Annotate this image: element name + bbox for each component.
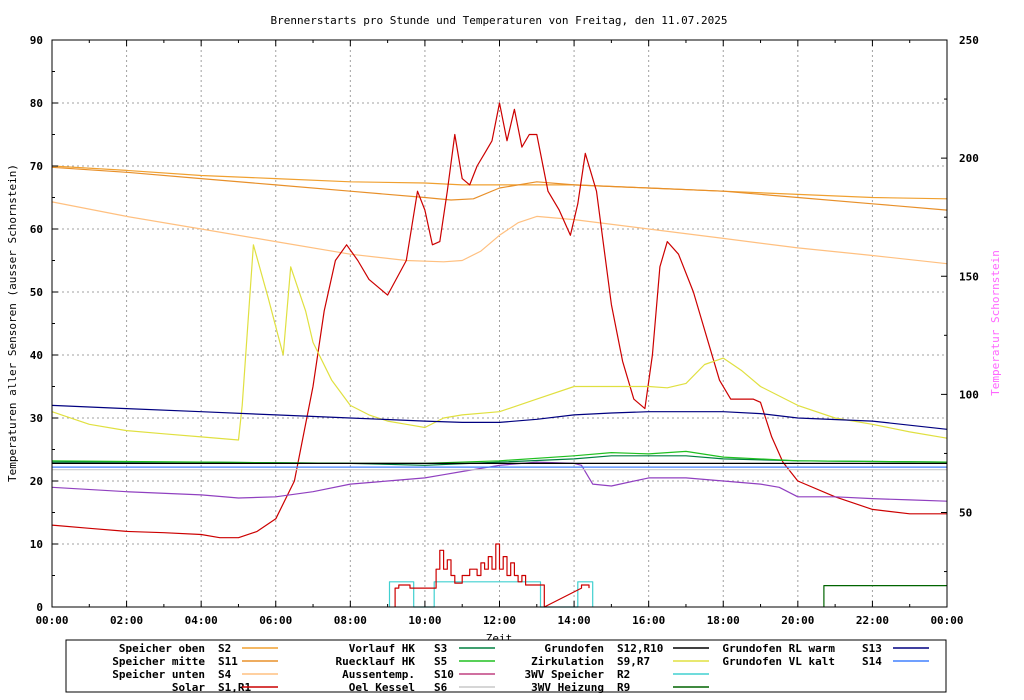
series-line-zirkulation (51, 244, 948, 441)
y-tick-label: 20 (30, 475, 43, 488)
legend-entry-name: Grundofen VL kalt (722, 655, 835, 668)
y2-tick-label: 200 (959, 152, 979, 165)
y-tick-label: 10 (30, 538, 43, 551)
x-tick-label: 12:00 (483, 614, 516, 627)
chart-title: Brennerstarts pro Stunde und Temperature… (271, 14, 728, 27)
legend-entry-name: Oel Kessel (349, 681, 415, 694)
legend-entry-name: Speicher unten (112, 668, 205, 681)
legend-entry-name: Zirkulation (531, 655, 604, 668)
legend-entry-code: S2 (218, 642, 231, 655)
y-tick-label: 40 (30, 349, 43, 362)
x-tick-label: 10:00 (408, 614, 441, 627)
x-tick-label: 18:00 (707, 614, 740, 627)
legend-entry-code: S13 (862, 642, 882, 655)
series-layer (51, 102, 948, 608)
series-line-speicher-mitte (51, 166, 948, 211)
series-line-brennerstarts (394, 543, 590, 608)
y2-tick-label: 100 (959, 388, 979, 401)
legend-entry-name: Grundofen RL warm (722, 642, 835, 655)
series-line-3wv-heizung (823, 584, 947, 607)
legend: Speicher oben S2 Speicher mitte S11 Speicher… (112, 642, 929, 694)
legend-entry-name: Speicher oben (119, 642, 205, 655)
x-tick-label: 14:00 (558, 614, 591, 627)
legend-entry-name: Vorlauf HK (349, 642, 416, 655)
legend-entry-code: S14 (862, 655, 882, 668)
y-tick-label: 0 (36, 601, 43, 614)
legend-entry-code: S1,R1 (218, 681, 251, 694)
y2-axis-label: Temperatur Schornstein (989, 250, 1002, 396)
x-tick-label: 00:00 (930, 614, 963, 627)
x-tick-label: 00:00 (35, 614, 68, 627)
legend-entry-name: Grundofen (544, 642, 604, 655)
legend-entry-code: S10 (434, 668, 454, 681)
y-tick-label: 50 (30, 286, 43, 299)
legend-entry-code: S3 (434, 642, 447, 655)
legend-entry-code: S11 (218, 655, 238, 668)
legend-entry-name: 3WV Heizung (531, 681, 604, 694)
x-tick-label: 20:00 (781, 614, 814, 627)
series-line-solar (51, 102, 947, 539)
legend-entry-code: S4 (218, 668, 232, 681)
legend-entry-name: Speicher mitte (112, 655, 205, 668)
y-tick-label: 80 (30, 97, 43, 110)
legend-entry-code: R2 (617, 668, 630, 681)
grid (52, 40, 947, 607)
legend-entry-code: S6 (434, 681, 448, 694)
series-line-grundofen-rl-warm (51, 404, 948, 430)
legend-entry-code: S12,R10 (617, 642, 663, 655)
series-line-speicher-oben (51, 165, 948, 200)
y-tick-label: 90 (30, 34, 43, 47)
legend-entry-name: Aussentemp. (342, 668, 415, 681)
y-tick-label: 70 (30, 160, 43, 173)
legend-entry-code: R9 (617, 681, 630, 694)
y2-tick-label: 50 (959, 507, 972, 520)
y2-tick-label: 150 (959, 270, 979, 283)
y2-tick-label: 250 (959, 34, 979, 47)
y-tick-label: 60 (30, 223, 43, 236)
legend-entry-code: S5 (434, 655, 447, 668)
x-tick-label: 22:00 (856, 614, 889, 627)
legend-box (65, 639, 947, 693)
x-tick-label: 02:00 (110, 614, 143, 627)
series-line-speicher-unten (51, 201, 948, 265)
y-axis-label: Temperaturen aller Sensoren (ausser Scho… (6, 164, 19, 482)
axes: 00:00 02:00 04:00 06:00 08:00 10:00 12:00 14:00… (30, 34, 979, 627)
x-tick-label: 16:00 (632, 614, 665, 627)
legend-entry-code: S9,R7 (617, 655, 650, 668)
x-tick-label: 08:00 (334, 614, 367, 627)
legend-entry-name: Solar (172, 681, 205, 694)
legend-entry-name: 3WV Speicher (525, 668, 605, 681)
series-line-3wv-speicher (388, 581, 594, 608)
x-tick-label: 04:00 (185, 614, 218, 627)
x-tick-label: 06:00 (259, 614, 292, 627)
y-tick-label: 30 (30, 412, 43, 425)
legend-entry-name: Ruecklauf HK (336, 655, 416, 668)
